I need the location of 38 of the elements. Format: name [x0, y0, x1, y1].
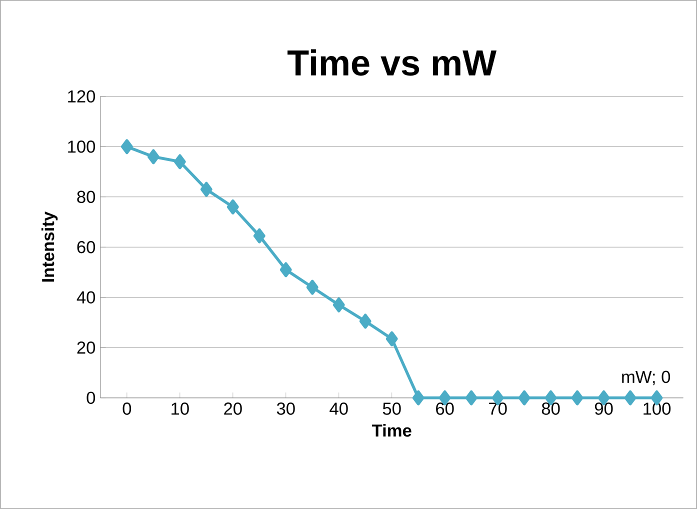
point — [147, 149, 160, 164]
x-tick-label: 80 — [542, 402, 560, 415]
x-tick-label: 50 — [382, 402, 401, 415]
y-tick-label: 60 — [77, 241, 96, 254]
point — [465, 390, 478, 406]
point — [174, 154, 186, 170]
point — [386, 331, 398, 346]
point — [624, 390, 636, 406]
y-tick-label: 20 — [77, 341, 96, 354]
x-tick-label: 40 — [330, 402, 348, 415]
point — [571, 390, 584, 406]
point — [306, 280, 318, 295]
annotation: mW; 0 — [622, 370, 670, 386]
y-tick-label: 0 — [86, 392, 96, 404]
x-tick-label: 90 — [594, 402, 613, 415]
point — [280, 262, 292, 278]
point — [120, 139, 133, 154]
point — [200, 182, 212, 197]
x-tick-label: 0 — [122, 402, 132, 415]
point — [518, 390, 530, 406]
x-axis-title: Time — [372, 424, 412, 437]
x-tick-label: 100 — [644, 402, 671, 415]
point — [359, 314, 372, 329]
x-tick-label: 20 — [224, 402, 242, 415]
y-tick-label: 100 — [68, 140, 96, 153]
y-tick-label: 40 — [76, 291, 96, 304]
point — [226, 200, 239, 214]
x-tick-label: 10 — [172, 402, 189, 415]
y-tick-label: 80 — [77, 190, 96, 204]
point — [412, 390, 424, 406]
x-tick-label: 60 — [436, 402, 454, 415]
x-tick-label: 30 — [276, 402, 295, 415]
point — [253, 228, 266, 244]
y-axis-title: Intensity — [41, 212, 58, 282]
chart-title: Time vs mW — [288, 49, 497, 76]
x-tick-label: 70 — [489, 402, 507, 415]
point — [332, 297, 345, 312]
y-tick-label: 120 — [68, 90, 96, 103]
